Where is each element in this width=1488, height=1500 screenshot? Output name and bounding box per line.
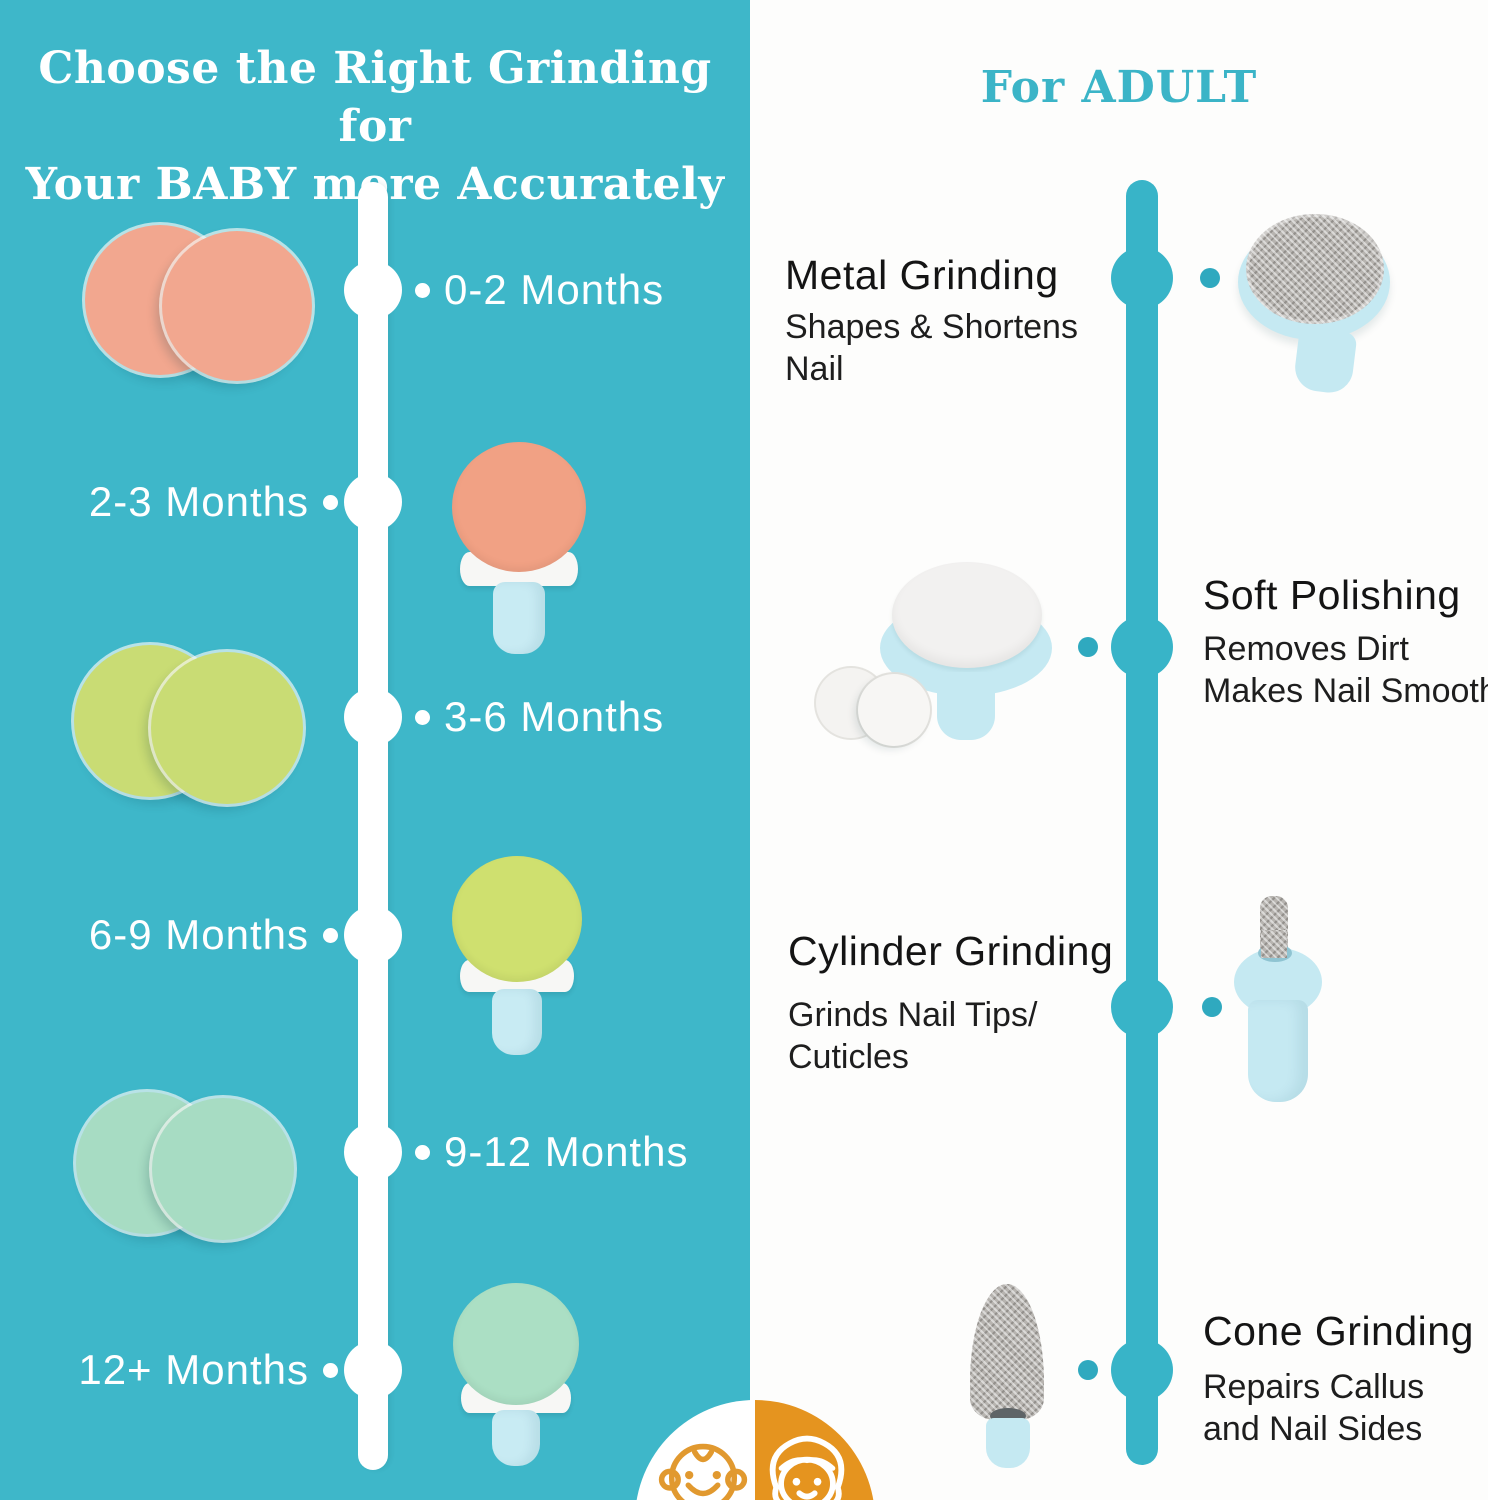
baby-panel: Choose the Right Grinding for Your BABY … bbox=[0, 0, 750, 1500]
age-row-3-6: 3-6 Months bbox=[415, 693, 664, 741]
soft-desc-line2: Makes Nail Smooth bbox=[1203, 672, 1488, 710]
age-label: 9-12 Months bbox=[444, 1128, 689, 1175]
green-pad-icon bbox=[151, 652, 303, 804]
baby-timeline-line bbox=[358, 182, 388, 1470]
metal-grinding-title: Metal Grinding bbox=[785, 252, 1059, 298]
cone-desc-line1: Repairs Callus bbox=[1203, 1368, 1425, 1406]
timeline-node-soft bbox=[1111, 616, 1173, 678]
mint-pad-icon bbox=[152, 1098, 294, 1240]
metal-desc-line1: Shapes & Shortens bbox=[785, 308, 1078, 346]
adult-panel-title: For ADULT bbox=[980, 62, 1258, 113]
cylinder-desc-line2: Cuticles bbox=[788, 1038, 909, 1076]
soft-desc-line1: Removes Dirt bbox=[1203, 630, 1409, 668]
adult-timeline-line bbox=[1126, 180, 1158, 1465]
cone-grinding-desc: Repairs Callus and Nail Sides bbox=[1203, 1366, 1424, 1450]
mint-grinding-head bbox=[453, 1283, 579, 1467]
pink-pad-icon bbox=[162, 231, 312, 381]
adult-panel: For ADULT Metal Grinding Shapes & Shorte… bbox=[750, 0, 1488, 1500]
cone-desc-line2: and Nail Sides bbox=[1203, 1410, 1423, 1448]
age-row-0-2: 0-2 Months bbox=[415, 266, 664, 314]
pink-grinding-head bbox=[452, 442, 586, 657]
age-label: 0-2 Months bbox=[444, 266, 665, 313]
age-row-9-12: 9-12 Months bbox=[415, 1128, 688, 1176]
timeline-node-cylinder bbox=[1111, 976, 1173, 1038]
age-label: 12+ Months bbox=[78, 1346, 309, 1393]
green-grinding-head bbox=[452, 856, 582, 1056]
bullet-dot-icon bbox=[323, 1362, 338, 1378]
metal-grinding-desc: Shapes & Shortens Nail bbox=[785, 306, 1078, 390]
metal-desc-line2: Nail bbox=[785, 350, 844, 388]
age-label: 6-9 Months bbox=[88, 911, 309, 958]
age-row-2-3: 2-3 Months bbox=[89, 478, 338, 526]
timeline-node-0-2 bbox=[344, 261, 402, 319]
cylinder-desc-line1: Grinds Nail Tips/ bbox=[788, 996, 1038, 1034]
cylinder-grinding-title: Cylinder Grinding bbox=[788, 928, 1114, 974]
timeline-node-cone bbox=[1111, 1339, 1173, 1401]
soft-polishing-desc: Removes Dirt Makes Nail Smooth bbox=[1203, 628, 1488, 712]
baby-face-icon bbox=[658, 1443, 748, 1500]
soft-polishing-title: Soft Polishing bbox=[1203, 572, 1461, 618]
bullet-dot-icon bbox=[415, 1144, 430, 1160]
bullet-dot-icon bbox=[323, 494, 338, 510]
connector-dot-icon bbox=[1200, 268, 1220, 288]
connector-dot-icon bbox=[1078, 637, 1098, 657]
cylinder-grinding-desc: Grinds Nail Tips/ Cuticles bbox=[788, 994, 1037, 1078]
baby-adult-badge bbox=[635, 1400, 875, 1500]
age-row-6-9: 6-9 Months bbox=[89, 911, 338, 959]
timeline-node-2-3 bbox=[344, 473, 402, 531]
timeline-node-3-6 bbox=[344, 688, 402, 746]
age-label: 2-3 Months bbox=[88, 478, 309, 525]
baby-panel-title: Choose the Right Grinding for Your BABY … bbox=[0, 40, 750, 214]
age-label: 3-6 Months bbox=[444, 693, 665, 740]
timeline-node-metal bbox=[1111, 247, 1173, 309]
cone-grinding-title: Cone Grinding bbox=[1203, 1308, 1474, 1354]
bullet-dot-icon bbox=[323, 927, 338, 943]
girl-face-icon bbox=[769, 1435, 845, 1500]
bullet-dot-icon bbox=[415, 709, 430, 725]
age-row-12plus: 12+ Months bbox=[78, 1346, 338, 1394]
timeline-node-12plus bbox=[344, 1341, 402, 1399]
connector-dot-icon bbox=[1078, 1360, 1098, 1380]
connector-dot-icon bbox=[1202, 997, 1222, 1017]
bullet-dot-icon bbox=[415, 282, 430, 298]
timeline-node-6-9 bbox=[344, 906, 402, 964]
baby-title-line1: Choose the Right Grinding for bbox=[38, 43, 712, 152]
timeline-node-9-12 bbox=[344, 1123, 402, 1181]
